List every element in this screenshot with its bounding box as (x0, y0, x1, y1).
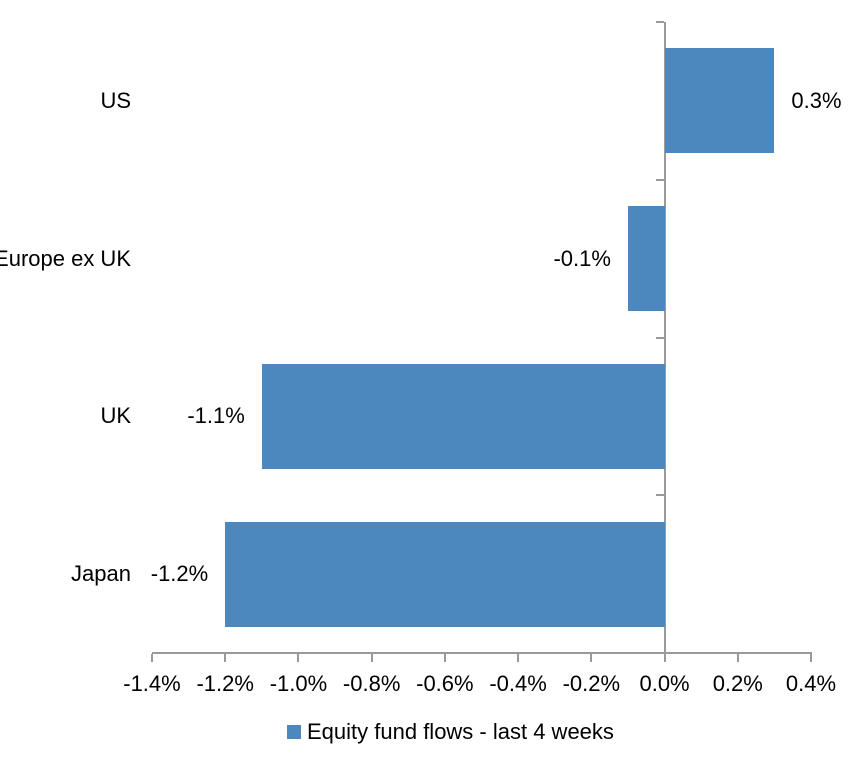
x-axis-tick-label: 0.2% (712, 671, 763, 696)
x-axis-line (152, 652, 812, 654)
y-axis-tick (655, 178, 664, 181)
category-label-uk: UK (100, 403, 131, 429)
y-axis-line (663, 22, 666, 655)
x-axis-tick (517, 654, 520, 662)
x-axis-tick-label: 0.4% (785, 671, 837, 696)
x-axis-tick (663, 654, 666, 662)
x-axis-tick (370, 654, 373, 662)
x-axis-tick (736, 654, 739, 662)
category-label-japan: Japan (71, 561, 131, 587)
y-axis-tick (655, 652, 664, 654)
x-axis-tick-label: -1.4% (123, 671, 181, 696)
legend-color-swatch-icon (287, 725, 301, 739)
x-axis-tick (297, 654, 300, 662)
legend: Equity fund flows - last 4 weeks (287, 719, 614, 745)
bar-us (664, 48, 775, 154)
y-axis-tick (655, 494, 664, 497)
x-axis-tick (443, 654, 446, 662)
y-axis-tick (655, 21, 664, 23)
x-axis-tick-label: -0.2% (562, 671, 621, 696)
data-label-us: 0.3% (791, 87, 842, 113)
x-axis-tick (590, 654, 593, 662)
category-label-europe-ex-uk: Europe ex UK (0, 245, 131, 271)
x-axis-tick-label: 0.0% (639, 671, 690, 696)
x-axis-tick-label: -0.8% (342, 671, 401, 696)
x-axis-tick-label: -0.6% (416, 671, 474, 696)
bar-japan (225, 521, 665, 627)
x-axis-tick (151, 654, 153, 662)
data-label-japan: -1.2% (150, 561, 209, 587)
x-axis-tick-label: -1.0% (269, 671, 328, 696)
x-axis-tick (224, 654, 227, 662)
data-label-europe-ex-uk: -0.1% (553, 245, 611, 271)
bar-europe-ex-uk (627, 206, 665, 312)
legend-label: Equity fund flows - last 4 weeks (307, 719, 614, 744)
x-axis-tick-label: -1.2% (196, 671, 254, 696)
data-label-uk: -1.1% (187, 403, 245, 429)
x-axis-tick-label: -0.4% (489, 671, 547, 696)
y-axis-tick (655, 336, 664, 339)
bar-uk (261, 363, 665, 469)
category-label-us: US (100, 87, 131, 113)
x-axis-tick (810, 654, 812, 662)
